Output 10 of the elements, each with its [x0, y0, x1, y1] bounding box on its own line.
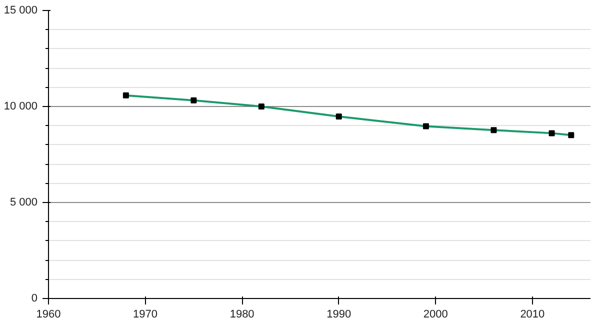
y-tick-label: 10 000 — [4, 100, 38, 112]
x-tick-label: 2000 — [423, 308, 448, 320]
x-tick-label: 2010 — [520, 308, 545, 320]
y-tick-label: 0 — [31, 292, 38, 304]
x-tick-label: 1990 — [326, 308, 352, 320]
x-tick-label: 1980 — [230, 308, 254, 320]
y-tick-label: 15 000 — [4, 4, 38, 16]
y-tick-label: 5 000 — [10, 196, 38, 208]
x-tick-label: 1960 — [36, 308, 61, 320]
x-tick-label: 1970 — [133, 308, 158, 320]
